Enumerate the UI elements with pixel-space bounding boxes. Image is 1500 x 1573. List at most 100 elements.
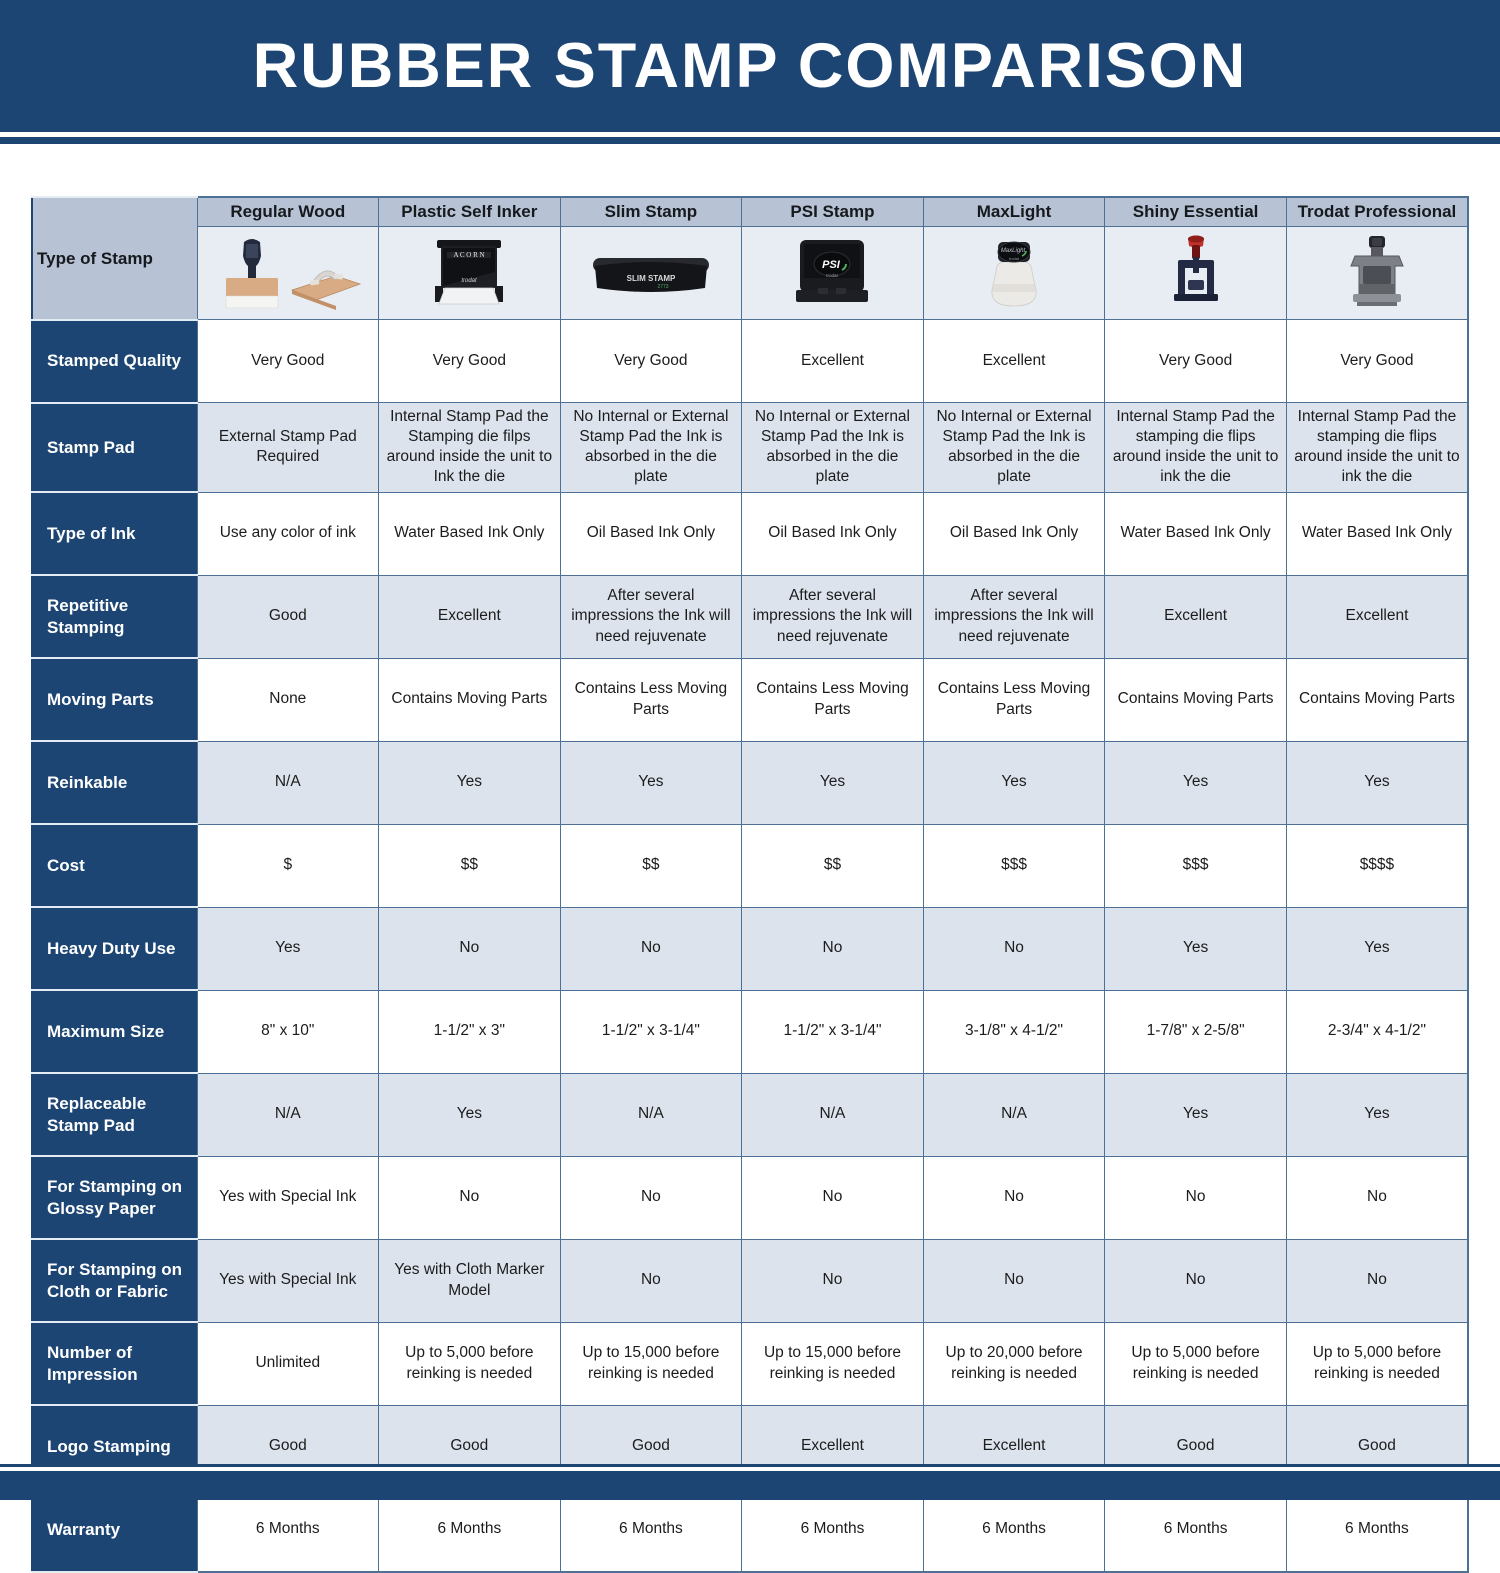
cell-repetitive-stamping-shiny-essential: Excellent [1104, 574, 1287, 659]
page-title: RUBBER STAMP COMPARISON [252, 31, 1248, 101]
svg-text:trodat: trodat [1009, 256, 1020, 261]
row-label: Repetitive Stamping [31, 574, 198, 660]
cell-number-of-impression-plastic-self-inker: Up to 5,000 before reinking is needed [378, 1321, 561, 1406]
row-label: For Stamping on Glossy Paper [31, 1155, 198, 1241]
table-row-stamp-pad: Stamp Pad External Stamp Pad Required Int… [31, 401, 1469, 494]
cell-warranty-maxlight: 6 Months [922, 1487, 1106, 1573]
cell-reinkable-maxlight: Yes [922, 740, 1106, 825]
stamp-image-cell [1104, 226, 1287, 320]
table-row-cost: Cost $ $$ $$ $$ $$$ $$$ $$$$ [31, 823, 1469, 909]
cell-for-stamping-on-cloth-or-fabric-plastic-self-inker: Yes with Cloth Marker Model [378, 1238, 561, 1323]
banner-divider-rule [0, 137, 1500, 144]
svg-text:PSI: PSI [823, 259, 842, 271]
table-row-number-of-impression: Number of Impression Unlimited Up to 5,00… [31, 1321, 1469, 1407]
svg-text:trodat: trodat [827, 273, 839, 278]
cell-for-stamping-on-cloth-or-fabric-shiny-essential: No [1104, 1238, 1287, 1323]
row-label: Stamped Quality [31, 318, 198, 404]
cell-maximum-size-regular-wood: 8" x 10" [196, 989, 380, 1074]
cell-moving-parts-plastic-self-inker: Contains Moving Parts [378, 657, 561, 742]
cell-heavy-duty-use-plastic-self-inker: No [378, 906, 561, 991]
cell-type-of-ink-psi-stamp: Oil Based Ink Only [741, 491, 924, 576]
cell-stamped-quality-psi-stamp: Excellent [741, 319, 924, 403]
title-banner: RUBBER STAMP COMPARISON [0, 0, 1500, 132]
cell-for-stamping-on-cloth-or-fabric-slim-stamp: No [559, 1238, 743, 1323]
cell-moving-parts-regular-wood: None [196, 657, 380, 742]
stamp-image-cell: PSI trodat [741, 226, 924, 320]
cell-maximum-size-psi-stamp: 1-1/2" x 3-1/4" [741, 989, 924, 1074]
cell-stamp-pad-trodat-professional: Internal Stamp Pad the stamping die flip… [1285, 402, 1469, 493]
cell-type-of-ink-maxlight: Oil Based Ink Only [922, 491, 1106, 576]
cell-reinkable-slim-stamp: Yes [559, 740, 743, 825]
cell-for-stamping-on-cloth-or-fabric-regular-wood: Yes with Special Ink [196, 1238, 380, 1323]
cell-replaceable-stamp-pad-maxlight: N/A [922, 1072, 1106, 1157]
cell-replaceable-stamp-pad-shiny-essential: Yes [1104, 1072, 1287, 1157]
comparison-table-container: Type of Stamp Regular Wood Plastic Self … [0, 144, 1500, 1573]
cell-stamped-quality-shiny-essential: Very Good [1104, 319, 1287, 403]
cell-maximum-size-slim-stamp: 1-1/2" x 3-1/4" [559, 989, 743, 1074]
cell-type-of-ink-trodat-professional: Water Based Ink Only [1285, 491, 1469, 576]
cell-stamped-quality-trodat-professional: Very Good [1285, 319, 1469, 403]
cell-reinkable-shiny-essential: Yes [1104, 740, 1287, 825]
cell-replaceable-stamp-pad-plastic-self-inker: Yes [378, 1072, 561, 1157]
cell-stamp-pad-regular-wood: External Stamp Pad Required [196, 402, 380, 493]
row-label: Cost [31, 823, 198, 909]
cell-repetitive-stamping-psi-stamp: After several impressions the Ink will n… [741, 574, 924, 659]
cell-moving-parts-shiny-essential: Contains Moving Parts [1104, 657, 1287, 742]
cell-for-stamping-on-cloth-or-fabric-psi-stamp: No [741, 1238, 924, 1323]
cell-number-of-impression-regular-wood: Unlimited [196, 1321, 380, 1406]
cell-repetitive-stamping-plastic-self-inker: Excellent [378, 574, 561, 659]
cell-heavy-duty-use-slim-stamp: No [559, 906, 743, 991]
maxlight-stamp-image: MaxLight trodat [991, 241, 1037, 307]
trodat-professional-stamp-image [1350, 236, 1404, 306]
stamp-image-cell: MaxLight trodat [922, 226, 1106, 320]
cell-cost-regular-wood: $ [196, 823, 380, 908]
table-row-for-stamping-on-glossy-paper: For Stamping on Glossy Paper Yes with Sp… [31, 1155, 1469, 1241]
corner-label: Type of Stamp [31, 196, 198, 321]
regular-wood-stamp-image [225, 239, 361, 310]
footer-divider-rule [0, 1464, 1500, 1467]
svg-text:A C O R N: A C O R N [454, 251, 485, 259]
cell-warranty-shiny-essential: 6 Months [1104, 1487, 1287, 1573]
cell-warranty-trodat-professional: 6 Months [1285, 1487, 1469, 1573]
cell-heavy-duty-use-regular-wood: Yes [196, 906, 380, 991]
cell-for-stamping-on-glossy-paper-slim-stamp: No [559, 1155, 743, 1240]
cell-stamp-pad-plastic-self-inker: Internal Stamp Pad the Stamping die filp… [378, 402, 561, 493]
column-header-psi-stamp: PSI Stamp [741, 196, 924, 227]
cell-maximum-size-shiny-essential: 1-7/8" x 2-5/8" [1104, 989, 1287, 1074]
cell-maximum-size-trodat-professional: 2-3/4" x 4-1/2" [1285, 989, 1469, 1074]
cell-cost-plastic-self-inker: $$ [378, 823, 561, 908]
column-header-regular-wood: Regular Wood [196, 196, 380, 227]
cell-number-of-impression-slim-stamp: Up to 15,000 before reinking is needed [559, 1321, 743, 1406]
cell-warranty-plastic-self-inker: 6 Months [378, 1487, 561, 1573]
cell-replaceable-stamp-pad-trodat-professional: Yes [1285, 1072, 1469, 1157]
footer-band [0, 1464, 1500, 1500]
cell-reinkable-trodat-professional: Yes [1285, 740, 1469, 825]
cell-number-of-impression-maxlight: Up to 20,000 before reinking is needed [922, 1321, 1106, 1406]
cell-type-of-ink-shiny-essential: Water Based Ink Only [1104, 491, 1287, 576]
cell-stamp-pad-slim-stamp: No Internal or External Stamp Pad the In… [559, 402, 743, 493]
cell-cost-slim-stamp: $$ [559, 823, 743, 908]
plastic-self-inker-stamp-image: A C O R N trodat [435, 240, 504, 305]
cell-warranty-psi-stamp: 6 Months [741, 1487, 924, 1573]
column-header-row: Type of Stamp Regular Wood Plastic Self … [31, 196, 1469, 321]
cell-number-of-impression-trodat-professional: Up to 5,000 before reinking is needed [1285, 1321, 1469, 1406]
cell-moving-parts-maxlight: Contains Less Moving Parts [922, 657, 1106, 742]
column-header-trodat-professional: Trodat Professional [1285, 196, 1469, 227]
cell-moving-parts-trodat-professional: Contains Moving Parts [1285, 657, 1469, 742]
cell-for-stamping-on-glossy-paper-maxlight: No [922, 1155, 1106, 1240]
cell-maximum-size-maxlight: 3-1/8" x 4-1/2" [922, 989, 1106, 1074]
cell-reinkable-regular-wood: N/A [196, 740, 380, 825]
row-label: For Stamping on Cloth or Fabric [31, 1238, 198, 1324]
row-label: Replaceable Stamp Pad [31, 1072, 198, 1158]
cell-for-stamping-on-glossy-paper-psi-stamp: No [741, 1155, 924, 1240]
cell-warranty-slim-stamp: 6 Months [559, 1487, 743, 1573]
cell-stamped-quality-maxlight: Excellent [922, 319, 1106, 403]
psi-stamp-image: PSI trodat [796, 240, 869, 302]
svg-text:SLIM STAMP: SLIM STAMP [627, 274, 676, 283]
cell-reinkable-plastic-self-inker: Yes [378, 740, 561, 825]
table-row-for-stamping-on-cloth-or-fabric: For Stamping on Cloth or Fabric Yes with… [31, 1238, 1469, 1324]
row-label: Number of Impression [31, 1321, 198, 1407]
table-row-reinkable: Reinkable N/A Yes Yes Yes Yes Yes Yes [31, 740, 1469, 826]
cell-stamped-quality-plastic-self-inker: Very Good [378, 319, 561, 403]
cell-for-stamping-on-glossy-paper-plastic-self-inker: No [378, 1155, 561, 1240]
